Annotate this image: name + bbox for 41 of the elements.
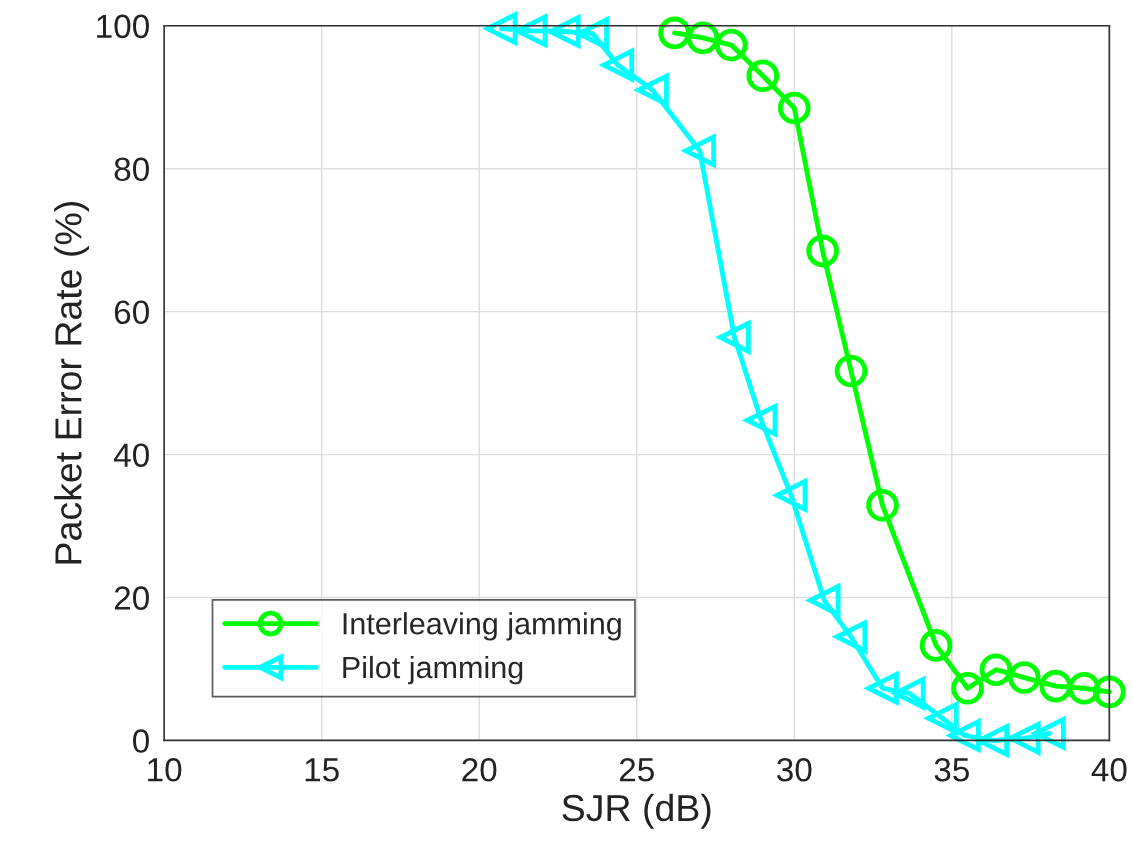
- x-tick-label: 30: [777, 758, 812, 782]
- x-tick-label: 25: [619, 758, 654, 782]
- point: [547, 15, 581, 48]
- y-tick-label: 100: [97, 14, 149, 39]
- point: [1067, 671, 1101, 705]
- y-tick-label: 80: [114, 157, 149, 182]
- point: [482, 10, 518, 47]
- y-axis-title: Packet Error Rate (%): [54, 202, 90, 564]
- point: [951, 671, 984, 705]
- x-tick-label: 40: [1091, 758, 1127, 782]
- legend-label: Interleaving jamming: [343, 612, 621, 641]
- x-axis-title: SJR (dB): [562, 793, 711, 829]
- point: [805, 582, 841, 619]
- point: [772, 477, 808, 514]
- y-tick-label: 60: [114, 300, 149, 325]
- point: [866, 489, 899, 522]
- y-tick-label: 20: [114, 586, 149, 610]
- point: [1007, 661, 1041, 694]
- y-tick-label: 0: [133, 729, 149, 753]
- point: [777, 91, 811, 125]
- point: [919, 629, 953, 662]
- point: [742, 402, 778, 438]
- point: [890, 675, 926, 711]
- point: [1007, 722, 1041, 755]
- x-tick-label: 15: [305, 758, 339, 782]
- point: [686, 21, 720, 55]
- point: [658, 16, 691, 50]
- x-tick-label: 35: [934, 758, 969, 782]
- y-tick-label: 40: [113, 443, 149, 467]
- point: [976, 724, 1010, 757]
- point: [514, 14, 548, 48]
- point: [834, 354, 868, 388]
- point: [806, 234, 839, 268]
- point: [1039, 669, 1073, 703]
- point: [1093, 675, 1126, 709]
- point: [979, 653, 1013, 687]
- x-tick-label: 20: [462, 758, 497, 782]
- x-tick-label: 10: [148, 758, 182, 782]
- point: [714, 28, 748, 62]
- legend-label: Pilot jamming: [343, 655, 523, 685]
- point: [746, 59, 780, 93]
